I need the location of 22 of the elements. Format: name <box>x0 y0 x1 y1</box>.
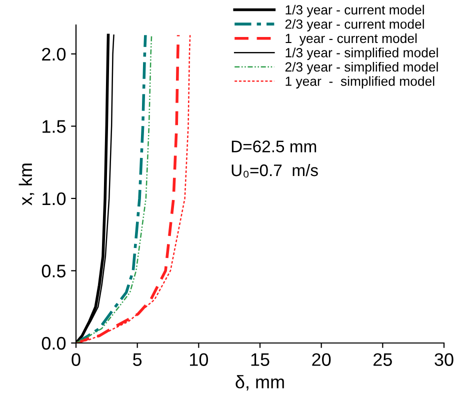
x-tick-label: 0 <box>72 353 80 366</box>
y-tick-label: 2.0 <box>42 48 66 61</box>
x-tick-label: 15 <box>251 353 270 366</box>
legend-label: 1/3 year - current model <box>286 4 424 18</box>
legend-label: 1 year - simplified model <box>286 76 434 89</box>
x-tick-label: 10 <box>190 353 208 366</box>
legend-label: 1/3 year - simplified model <box>286 48 438 60</box>
y-tick-label: 0.5 <box>42 264 66 278</box>
legend-label: 2/3 year - current model <box>285 19 424 32</box>
x-tick-label: 30 <box>434 353 454 366</box>
legend-label: 1 year - current model <box>286 33 417 46</box>
y-tick-label: 1.5 <box>42 120 66 133</box>
legend-label: 2/3 year - simplified model <box>285 62 438 74</box>
y-axis-title: x, km <box>18 164 34 206</box>
x-tick-label: 25 <box>374 353 392 366</box>
x-axis-title: δ, mm <box>236 375 284 391</box>
y-tick-label: 0.0 <box>42 336 66 350</box>
y-tick-label: 1.0 <box>42 192 66 206</box>
x-tick-label: 5 <box>133 353 142 366</box>
annotation: D=62.5 mm <box>232 140 316 152</box>
annotation: U₀=0.7 m/s <box>232 164 318 178</box>
x-tick-label: 20 <box>312 353 331 366</box>
